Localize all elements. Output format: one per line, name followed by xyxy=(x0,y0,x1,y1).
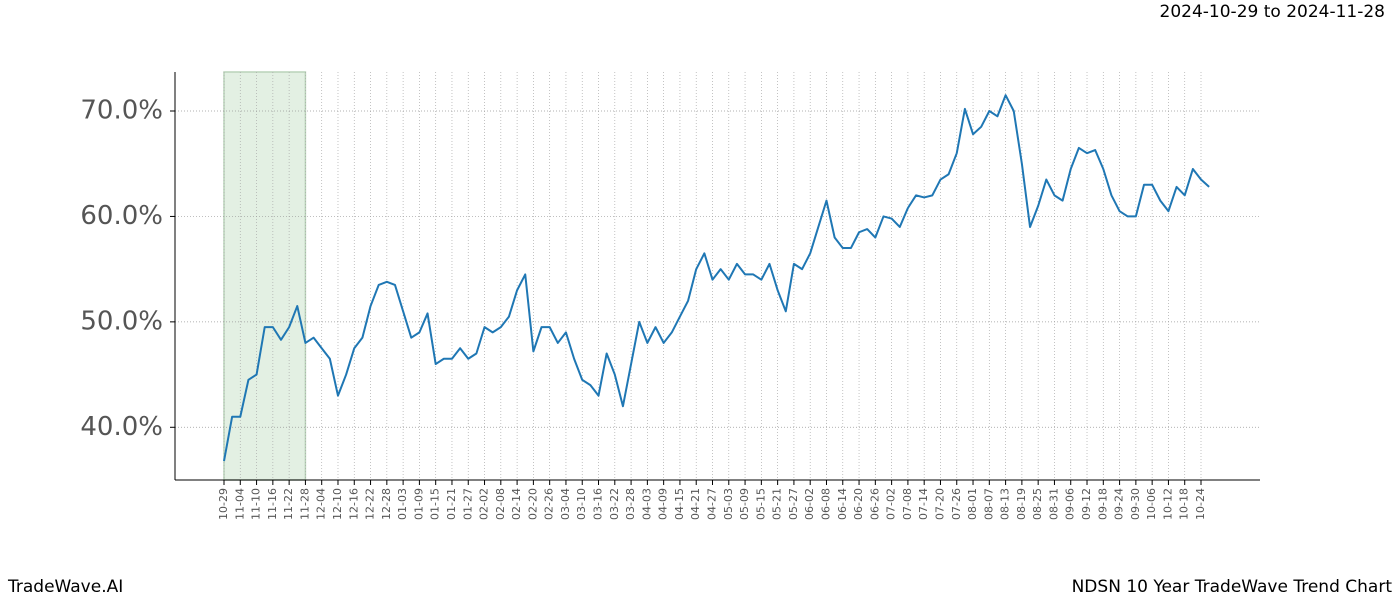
x-tick-label: 08-01 xyxy=(966,488,979,520)
x-tick-label: 07-08 xyxy=(901,488,914,520)
y-tick-label: 60.0% xyxy=(80,201,163,231)
x-tick-label: 07-14 xyxy=(917,488,930,520)
x-tick-label: 01-15 xyxy=(429,488,442,520)
x-tick-label: 08-25 xyxy=(1031,488,1044,520)
x-tick-label: 10-06 xyxy=(1145,488,1158,520)
x-tick-label: 12-22 xyxy=(364,488,377,520)
x-tick-label: 12-16 xyxy=(347,488,360,520)
x-tick-label: 11-04 xyxy=(233,488,246,520)
x-tick-label: 04-27 xyxy=(706,488,719,520)
x-tick-label: 05-21 xyxy=(771,488,784,520)
x-tick-label: 09-12 xyxy=(1080,488,1093,520)
x-tick-label: 06-14 xyxy=(836,488,849,520)
x-tick-label: 02-20 xyxy=(526,488,539,520)
date-range: 2024-10-29 to 2024-11-28 xyxy=(1160,2,1385,22)
x-tick-label: 04-15 xyxy=(673,488,686,520)
x-tick-label: 09-24 xyxy=(1113,488,1126,520)
x-tick-label: 05-09 xyxy=(738,488,751,520)
x-tick-label: 11-16 xyxy=(266,488,279,520)
x-tick-label: 07-20 xyxy=(933,488,946,520)
x-tick-label: 08-31 xyxy=(1047,488,1060,520)
x-tick-label: 01-03 xyxy=(396,488,409,520)
x-tick-label: 01-21 xyxy=(445,488,458,520)
x-tick-label: 10-18 xyxy=(1178,488,1191,520)
y-tick-label: 50.0% xyxy=(80,306,163,336)
x-tick-label: 02-02 xyxy=(478,488,491,520)
chart-title: NDSN 10 Year TradeWave Trend Chart xyxy=(1072,577,1393,597)
x-tick-label: 08-07 xyxy=(982,488,995,520)
x-tick-label: 06-02 xyxy=(803,488,816,520)
x-tick-label: 08-13 xyxy=(999,488,1012,520)
x-tick-label: 07-02 xyxy=(885,488,898,520)
x-tick-label: 12-28 xyxy=(380,488,393,520)
x-tick-label: 11-10 xyxy=(250,488,263,520)
x-tick-label: 12-10 xyxy=(331,488,344,520)
x-tick-label: 01-09 xyxy=(412,488,425,520)
x-tick-label: 06-26 xyxy=(868,488,881,520)
y-tick-label: 40.0% xyxy=(80,412,163,442)
x-tick-label: 03-16 xyxy=(592,488,605,520)
x-tick-label: 02-08 xyxy=(494,488,507,520)
x-tick-label: 10-29 xyxy=(217,488,230,520)
x-tick-label: 05-27 xyxy=(787,488,800,520)
x-tick-label: 10-12 xyxy=(1161,488,1174,520)
x-tick-label: 11-28 xyxy=(298,488,311,520)
x-tick-label: 02-26 xyxy=(543,488,556,520)
x-tick-label: 01-27 xyxy=(461,488,474,520)
x-tick-label: 09-30 xyxy=(1129,488,1142,520)
x-tick-label: 04-09 xyxy=(657,488,670,520)
x-tick-label: 07-26 xyxy=(950,488,963,520)
x-tick-label: 05-15 xyxy=(754,488,767,520)
x-tick-label: 03-28 xyxy=(624,488,637,520)
x-tick-label: 06-08 xyxy=(819,488,832,520)
x-tick-label: 09-18 xyxy=(1096,488,1109,520)
x-tick-label: 12-04 xyxy=(315,488,328,520)
x-tick-label: 08-19 xyxy=(1015,488,1028,520)
x-tick-label: 04-03 xyxy=(640,488,653,520)
x-tick-label: 03-04 xyxy=(559,488,572,520)
x-tick-label: 03-22 xyxy=(608,488,621,520)
x-tick-label: 02-14 xyxy=(510,488,523,520)
x-tick-label: 03-10 xyxy=(575,488,588,520)
x-tick-label: 10-24 xyxy=(1194,488,1207,520)
x-tick-label: 06-20 xyxy=(852,488,865,520)
highlight-range xyxy=(223,71,307,481)
x-tick-label: 04-21 xyxy=(689,488,702,520)
trend-line xyxy=(223,94,1210,462)
brand: TradeWave.AI xyxy=(7,577,123,597)
y-tick-label: 70.0% xyxy=(80,96,163,126)
x-tick-label: 05-03 xyxy=(722,488,735,520)
x-tick-label: 09-06 xyxy=(1064,488,1077,520)
x-tick-label: 11-22 xyxy=(282,488,295,520)
